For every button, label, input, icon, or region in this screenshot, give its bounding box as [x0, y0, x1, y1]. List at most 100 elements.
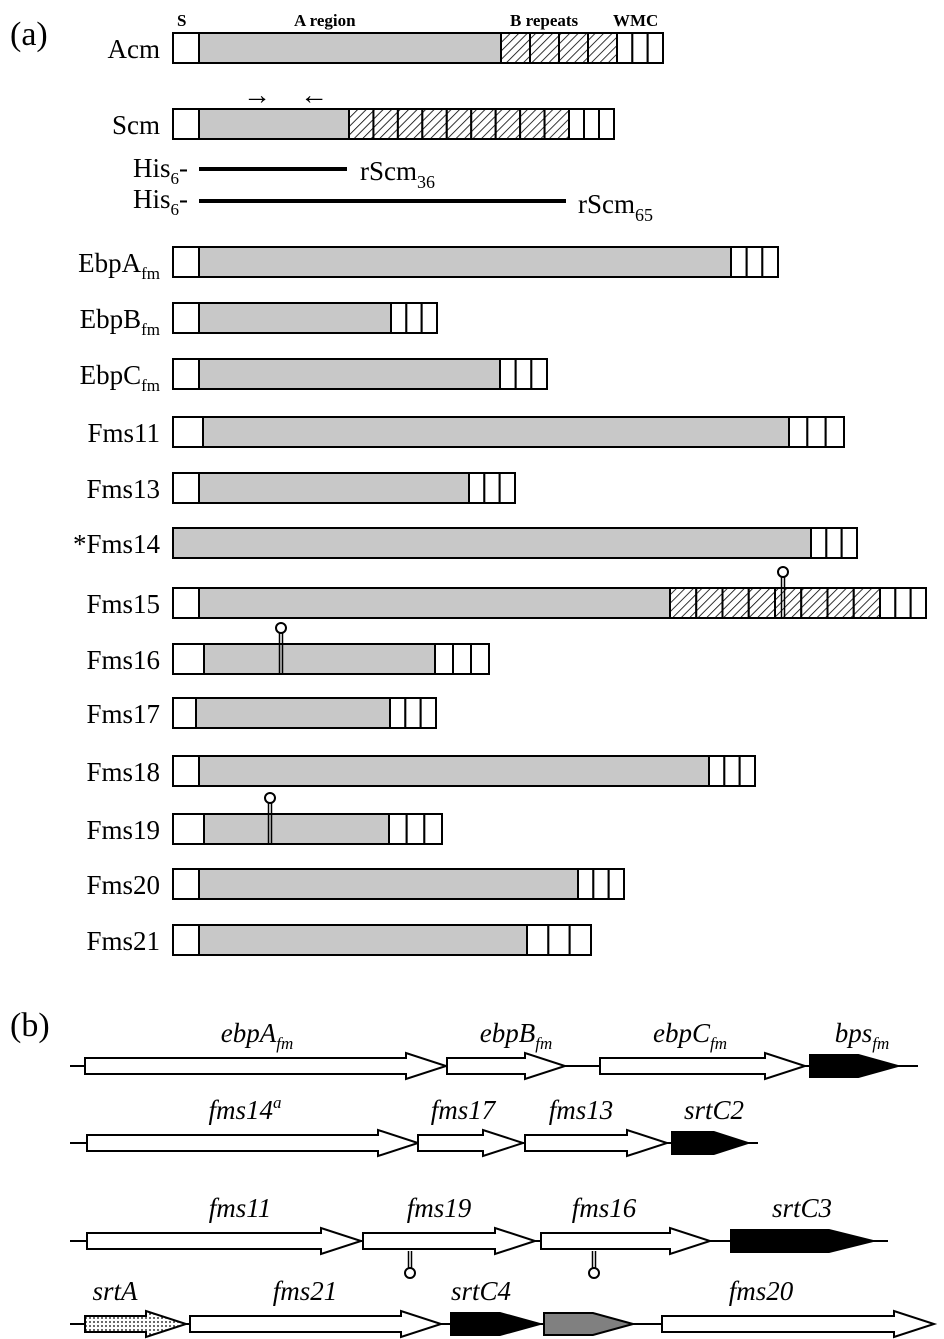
signal-peptide-domain: [172, 755, 200, 787]
a-region-domain: [198, 472, 470, 504]
wmc-domain: [788, 416, 809, 448]
gene-arrow: [661, 1309, 938, 1339]
wmc-domain: [646, 32, 665, 64]
gene-arrow: [86, 1226, 365, 1256]
interruption-marker-head: [588, 1267, 600, 1279]
protein-row: Fms21: [86, 924, 593, 956]
b-repeat-domain: [669, 587, 698, 619]
gene-arrow: [84, 1309, 190, 1339]
protein-label: Scm: [112, 110, 160, 140]
protein-label: *Fms14: [73, 529, 161, 559]
recombinant-rscm65: His6- rScm65: [133, 184, 653, 225]
wmc-domain: [909, 587, 928, 619]
protein-label: Fms15: [86, 589, 160, 619]
gene-arrow: [86, 1128, 422, 1158]
protein-label: Fms13: [86, 474, 160, 504]
gene-arrow: [446, 1051, 569, 1081]
interruption-marker-head: [264, 792, 276, 804]
gene-arrow: [809, 1054, 902, 1078]
b-repeat-domain: [800, 587, 829, 619]
wmc-domain: [592, 868, 610, 900]
wmc-domain: [631, 32, 649, 64]
wmc-domain: [405, 813, 426, 845]
a-region-domain: [203, 643, 436, 675]
a-region-domain: [198, 32, 502, 64]
gene-arrow: [730, 1229, 874, 1253]
b-repeat-domain: [348, 108, 375, 140]
b-repeat-domain: [558, 32, 589, 64]
gene-label: fms11: [209, 1193, 272, 1223]
wmc-domain: [483, 472, 501, 504]
gene-label: srtA: [92, 1276, 138, 1306]
wmc-domain: [470, 643, 490, 675]
protein-row: Fms13: [86, 472, 516, 504]
panel-a-label: (a): [10, 16, 48, 53]
wmc-domain: [825, 527, 843, 559]
gene-label: ebpCfm: [653, 1018, 727, 1053]
wmc-domain: [598, 108, 615, 140]
gene-arrow: [540, 1226, 714, 1256]
gene-arrow: [524, 1128, 671, 1158]
b-repeat-domain: [500, 32, 531, 64]
wmc-domain: [514, 358, 533, 390]
protein-label: Fms11: [87, 418, 160, 448]
signal-peptide-domain: [172, 246, 200, 278]
protein-label: EbpCfm: [80, 360, 160, 395]
svg-text:rScm65: rScm65: [578, 189, 653, 225]
wmc-domain: [389, 697, 407, 729]
gene-label: srtC4: [451, 1276, 511, 1306]
gene-label: fms14a: [208, 1093, 281, 1125]
protein-row: Fms16: [86, 622, 490, 675]
signal-peptide-domain: [172, 358, 200, 390]
b-repeat-domain: [747, 587, 776, 619]
wmc-domain: [420, 302, 438, 334]
b-repeat-domain: [494, 108, 522, 140]
gene-label: fms17: [431, 1095, 497, 1125]
gene-label: fms21: [273, 1276, 338, 1306]
b-repeat-domain: [826, 587, 855, 619]
protein-row: *Fms14: [73, 527, 859, 559]
wmc-domain: [577, 868, 595, 900]
signal-peptide-domain: [172, 643, 205, 675]
gene-label: fms16: [572, 1193, 637, 1223]
a-region-domain: [203, 813, 390, 845]
svg-text:rScm36: rScm36: [360, 156, 435, 192]
signal-peptide-domain: [172, 868, 200, 900]
wmc-domain: [419, 697, 437, 729]
a-region-domain: [198, 587, 671, 619]
protein-label: Acm: [108, 34, 160, 64]
protein-row: EbpBfm: [80, 302, 438, 339]
interruption-marker-head: [777, 566, 789, 578]
wmc-domain: [547, 924, 571, 956]
gene-arrow: [189, 1309, 445, 1339]
a-region-domain: [198, 246, 732, 278]
protein-row: Fms19: [86, 792, 444, 845]
protein-row: Fms15: [86, 566, 928, 619]
gene-arrow: [671, 1131, 752, 1155]
wmc-domain: [730, 246, 748, 278]
wmc-domain: [810, 527, 828, 559]
svg-text:His6-: His6-: [133, 153, 188, 188]
protein-label: EbpBfm: [80, 304, 160, 339]
b-repeat-domain: [396, 108, 424, 140]
signal-peptide-domain: [172, 472, 200, 504]
b-repeat-domain: [519, 108, 546, 140]
a-region-domain: [198, 302, 392, 334]
b-repeat-domain: [695, 587, 724, 619]
protein-row: EbpCfm: [80, 358, 548, 395]
b-repeat-domain: [774, 587, 803, 619]
a-region-domain: [198, 868, 579, 900]
b-repeat-domain: [470, 108, 497, 140]
signal-peptide-domain: [172, 813, 205, 845]
gene-arrow: [362, 1226, 539, 1256]
protein-row: Fms20: [86, 868, 626, 900]
protein-label: EbpAfm: [78, 248, 160, 283]
protein-row: EbpAfm: [78, 246, 779, 283]
wmc-domain: [405, 302, 423, 334]
recombinant-rscm36: His6- rScm36: [133, 153, 435, 192]
gene-label: srtC3: [772, 1193, 832, 1223]
wmc-domain: [583, 108, 600, 140]
gene-arrow: [543, 1312, 637, 1336]
svg-text:His6-: His6-: [133, 184, 188, 219]
protein-row: Acm: [108, 32, 665, 64]
